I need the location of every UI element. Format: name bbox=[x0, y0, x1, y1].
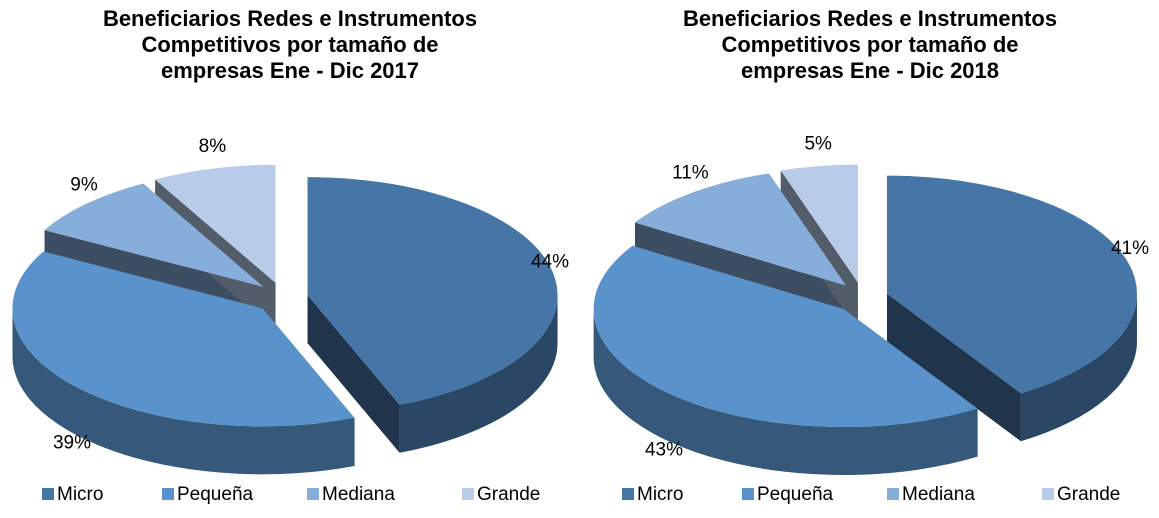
slice-wall bbox=[1020, 293, 1137, 442]
legend-swatch bbox=[1042, 488, 1054, 500]
data-label: 11% bbox=[672, 162, 709, 183]
slice-side bbox=[886, 293, 1021, 442]
data-label: 8% bbox=[199, 136, 227, 157]
legend-swatch bbox=[887, 488, 899, 500]
chart-panel: 44% 39% 9% 8% Micro Pequeña Mediana Grande Bene… bbox=[0, 0, 579, 518]
slice bbox=[12, 251, 355, 427]
legend-label: Pequeña bbox=[177, 484, 254, 505]
legend-swatch bbox=[162, 488, 174, 500]
legend-label: Mediana bbox=[322, 484, 395, 505]
legend-label: Grande bbox=[477, 484, 540, 505]
slice bbox=[307, 177, 558, 405]
data-label: 39% bbox=[53, 433, 91, 454]
slice bbox=[634, 173, 847, 286]
slice bbox=[593, 245, 978, 428]
data-label: 43% bbox=[645, 439, 683, 460]
data-label: 44% bbox=[531, 251, 569, 272]
chart-title: Beneficiarios Redes e Instrumentos Compe… bbox=[682, 6, 1058, 83]
chart-panel: 41% 43% 11% 5% Micro Pequeña Mediana Grande Ben… bbox=[580, 0, 1159, 518]
slice bbox=[155, 164, 276, 283]
legend-swatch bbox=[462, 488, 474, 500]
slice-wall bbox=[12, 308, 355, 475]
slice bbox=[780, 164, 858, 283]
data-label: 9% bbox=[70, 175, 98, 196]
legend-label: Mediana bbox=[902, 484, 975, 505]
legend-label: Micro bbox=[637, 484, 683, 505]
legend-label: Pequeña bbox=[757, 484, 834, 505]
legend-swatch bbox=[42, 488, 54, 500]
slice-wall bbox=[399, 295, 558, 453]
data-label: 5% bbox=[804, 133, 832, 154]
slice-wall bbox=[593, 309, 978, 476]
legend-swatch bbox=[742, 488, 754, 500]
legend-label: Micro bbox=[57, 484, 103, 505]
legend-swatch bbox=[622, 488, 634, 500]
slice bbox=[886, 175, 1137, 394]
chart: 44% 39% 9% 8% Micro Pequeña Mediana Grande bbox=[12, 136, 569, 505]
chart: 41% 43% 11% 5% Micro Pequeña Mediana Grande bbox=[593, 133, 1149, 505]
data-label: 41% bbox=[1111, 238, 1149, 259]
legend-label: Grande bbox=[1057, 484, 1120, 505]
legend-swatch bbox=[307, 488, 319, 500]
slice-side bbox=[307, 295, 400, 453]
chart-title: Beneficiarios Redes e Instrumentos Compe… bbox=[102, 6, 478, 83]
slice bbox=[44, 183, 264, 287]
